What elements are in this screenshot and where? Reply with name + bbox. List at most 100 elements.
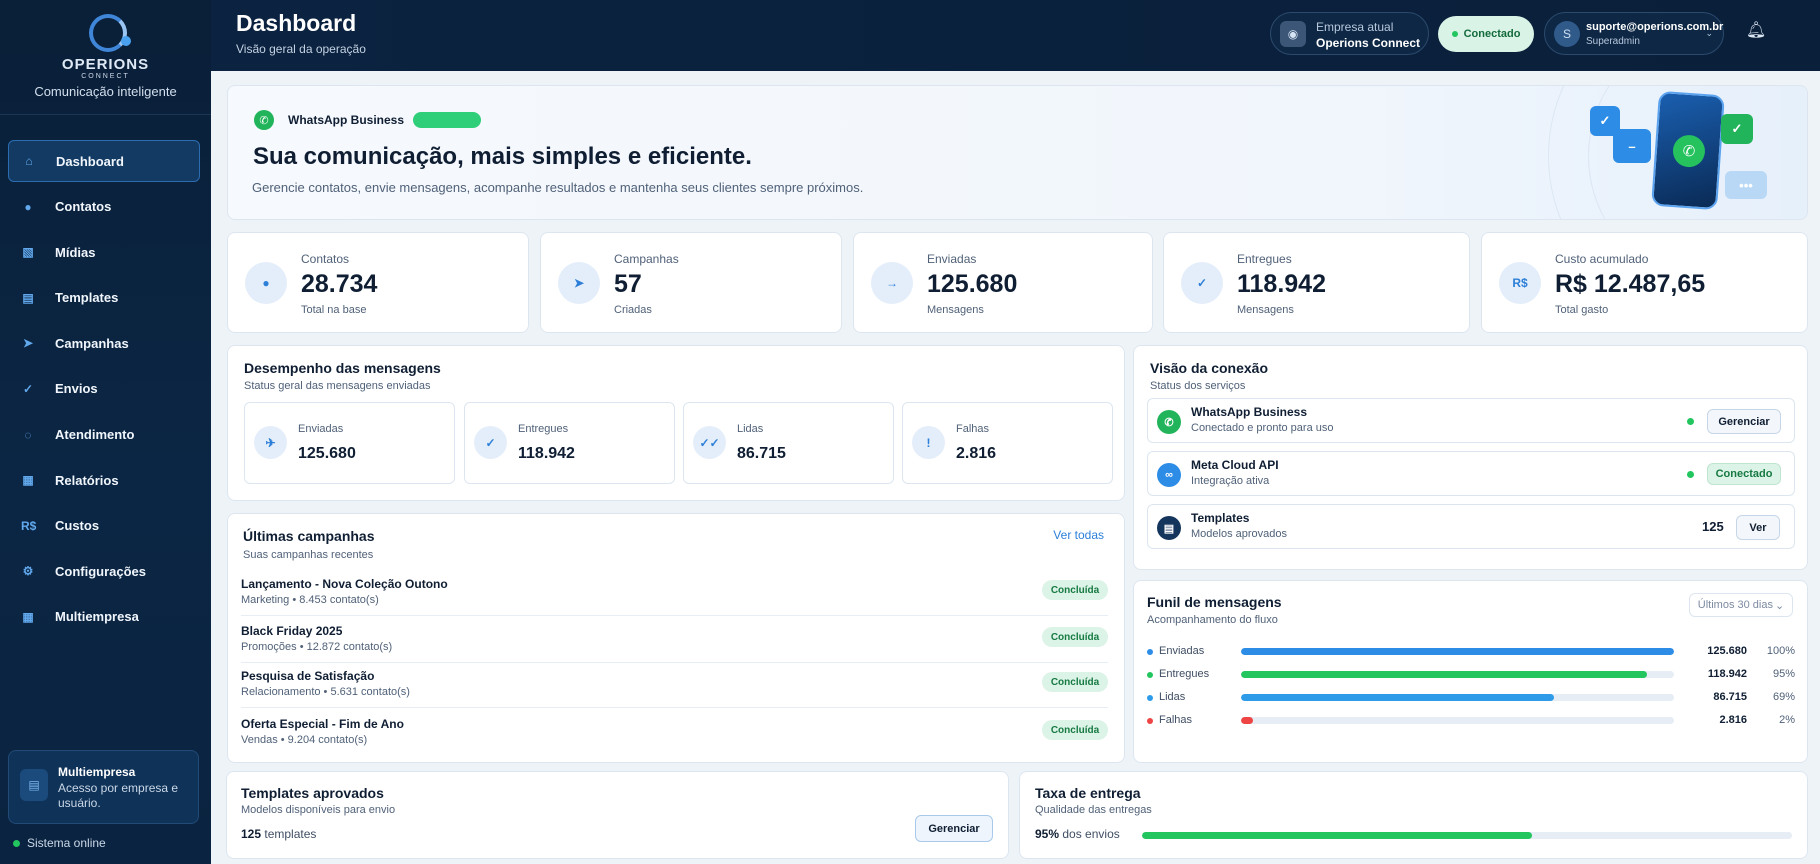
whatsapp-icon: ✆ bbox=[254, 110, 274, 130]
stat-value: 57 bbox=[614, 270, 642, 298]
funnel-percent: 2% bbox=[1779, 714, 1795, 726]
sidebar-item-label: Mídias bbox=[55, 244, 96, 260]
legend-dot bbox=[1147, 672, 1153, 678]
campaign-name: Pesquisa de Satisfação bbox=[241, 669, 375, 683]
service-desc: Integração ativa bbox=[1191, 475, 1270, 487]
workspace-card[interactable]: ▤ Multiempresa Acesso por empresa e usuá… bbox=[8, 750, 199, 824]
funnel-label: Enviadas bbox=[1159, 645, 1205, 657]
send-icon: ➤ bbox=[22, 336, 34, 351]
status-badge: Concluída bbox=[1042, 672, 1108, 692]
whatsapp-icon: ✆ bbox=[1157, 410, 1181, 434]
sidebar-item-label: Configurações bbox=[55, 563, 147, 579]
performance-panel: Desempenho das mensagens Status geral da… bbox=[227, 345, 1125, 501]
metric-label: Entregues bbox=[518, 423, 569, 435]
sidebar-item-multiempresa[interactable]: ▦ Multiempresa bbox=[8, 596, 200, 638]
user-menu[interactable]: S suporte@operions.com.br Superadmin ⌄ bbox=[1544, 12, 1724, 55]
manage-button[interactable]: Gerenciar bbox=[1707, 409, 1781, 434]
sidebar-item-label: Multiempresa bbox=[55, 609, 139, 625]
status-dot bbox=[13, 839, 20, 847]
connection-status-badge: Conectado bbox=[1438, 16, 1534, 52]
table-row[interactable]: Black Friday 2025 Promoções • 12.872 con… bbox=[241, 619, 1108, 663]
metric-label: Falhas bbox=[956, 423, 990, 435]
check-chip-icon: ✓ bbox=[1721, 114, 1753, 144]
metric-card-enviadas: ✈ Enviadas 125.680 bbox=[244, 402, 455, 484]
stat-sub: Total gasto bbox=[1555, 304, 1609, 316]
campaign-name: Lançamento - Nova Coleção Outono bbox=[241, 577, 448, 591]
sidebar-item-configuracoes[interactable]: ⚙ Configurações bbox=[8, 550, 200, 592]
connection-panel: Visão da conexão Status dos serviços ✆ W… bbox=[1133, 345, 1808, 570]
legend-dot bbox=[1147, 695, 1153, 701]
hero-banner: ✆ WhatsApp Business Sua comunicação, mai… bbox=[227, 85, 1808, 220]
sidebar-item-label: Campanhas bbox=[55, 335, 129, 351]
company-label: Empresa atual bbox=[1316, 20, 1394, 34]
sidebar-item-envios[interactable]: ✓ Envios bbox=[8, 368, 200, 410]
section-subtitle: Qualidade das entregas bbox=[1035, 804, 1152, 816]
page-title: Dashboard bbox=[236, 10, 357, 36]
manage-templates-button[interactable]: Gerenciar bbox=[915, 815, 993, 842]
campaign-meta: Marketing • 8.453 contato(s) bbox=[241, 594, 379, 606]
funnel-percent: 100% bbox=[1766, 645, 1795, 657]
sidebar-item-contatos[interactable]: ● Contatos bbox=[8, 186, 200, 228]
currency-icon: R$ bbox=[21, 518, 37, 533]
sidebar-item-atendimento[interactable]: ◌ Atendimento bbox=[8, 414, 200, 456]
campaign-meta: Promoções • 12.872 contato(s) bbox=[241, 641, 393, 653]
table-row[interactable]: Lançamento - Nova Coleção Outono Marketi… bbox=[241, 572, 1108, 616]
stat-card-campanhas: ➤ Campanhas 57 Criadas bbox=[540, 232, 842, 333]
status-badge bbox=[413, 112, 481, 128]
section-subtitle: Status dos serviços bbox=[1150, 380, 1246, 392]
sidebar-item-templates[interactable]: ▤ Templates bbox=[8, 277, 200, 319]
sidebar-item-relatorios[interactable]: ▦ Relatórios bbox=[8, 459, 200, 501]
delivery-rate-label: dos envios bbox=[1062, 827, 1120, 841]
image-icon: ▧ bbox=[22, 245, 34, 260]
check-icon: ✓ bbox=[1181, 262, 1223, 304]
stat-sub: Mensagens bbox=[927, 304, 984, 316]
funnel-track bbox=[1241, 717, 1674, 724]
sidebar-item-midias[interactable]: ▧ Mídias bbox=[8, 231, 200, 273]
table-row[interactable]: Pesquisa de Satisfação Relacionamento • … bbox=[241, 664, 1108, 708]
view-all-link[interactable]: Ver todas bbox=[1053, 528, 1104, 542]
system-status-label: Sistema online bbox=[27, 836, 106, 850]
service-row-templates: ▤ Templates Modelos aprovados 125 Ver bbox=[1147, 504, 1795, 549]
table-row[interactable]: Oferta Especial - Fim de Ano Vendas • 9.… bbox=[241, 712, 1108, 756]
status-dot bbox=[1687, 471, 1694, 478]
user-email: suporte@operions.com.br bbox=[1586, 21, 1724, 33]
page-subtitle: Visão geral da operação bbox=[236, 42, 366, 56]
headset-icon: ◌ bbox=[24, 427, 32, 442]
meta-icon: ∞ bbox=[1157, 463, 1181, 487]
company-selector[interactable]: ◉ Empresa atual Operions Connect bbox=[1270, 12, 1429, 55]
service-name: Meta Cloud API bbox=[1191, 458, 1279, 472]
check-icon: ✓ bbox=[22, 381, 34, 396]
service-desc: Modelos aprovados bbox=[1191, 528, 1288, 540]
campaigns-panel: Últimas campanhas Suas campanhas recente… bbox=[227, 513, 1125, 763]
period-select[interactable]: Últimos 30 dias ⌄ bbox=[1689, 593, 1793, 617]
stat-card-entregues: ✓ Entregues 118.942 Mensagens bbox=[1163, 232, 1470, 333]
bell-icon[interactable]: 🔔︎ bbox=[1745, 22, 1767, 39]
topbar: Dashboard Visão geral da operação ◉ Empr… bbox=[211, 0, 1820, 71]
metric-label: Enviadas bbox=[298, 423, 344, 435]
sidebar-item-dashboard[interactable]: ⌂ Dashboard bbox=[8, 140, 200, 182]
tagline: Comunicação inteligente bbox=[34, 84, 177, 99]
funnel-fill bbox=[1241, 671, 1647, 678]
campaign-name: Oferta Especial - Fim de Ano bbox=[241, 717, 404, 731]
building-icon: ▦ bbox=[22, 609, 34, 624]
funnel-label: Falhas bbox=[1159, 714, 1193, 726]
funnel-row: Lidas 86.715 69% bbox=[1147, 691, 1795, 707]
stat-label: Entregues bbox=[1237, 252, 1292, 266]
status-badge: Conectado bbox=[1707, 463, 1781, 485]
section-subtitle: Acompanhamento do fluxo bbox=[1147, 614, 1278, 626]
status-dot bbox=[1687, 418, 1694, 425]
chevron-down-icon: ⌄ bbox=[1705, 28, 1713, 38]
view-button[interactable]: Ver bbox=[1736, 515, 1780, 540]
delivery-progress-track bbox=[1142, 832, 1792, 839]
sidebar-item-custos[interactable]: R$ Custos bbox=[8, 505, 200, 547]
check-icon: ✓ bbox=[474, 426, 507, 459]
sidebar-item-label: Dashboard bbox=[56, 153, 124, 169]
sidebar-item-campanhas[interactable]: ➤ Campanhas bbox=[8, 322, 200, 364]
stat-card-contatos: ● Contatos 28.734 Total na base bbox=[227, 232, 529, 333]
metric-value: 118.942 bbox=[518, 445, 575, 462]
section-title: Últimas campanhas bbox=[243, 528, 375, 544]
building-icon: ▤ bbox=[20, 769, 48, 801]
funnel-value: 125.680 bbox=[1707, 645, 1747, 657]
status-badge: Concluída bbox=[1042, 720, 1108, 740]
status-badge: Concluída bbox=[1042, 580, 1108, 600]
